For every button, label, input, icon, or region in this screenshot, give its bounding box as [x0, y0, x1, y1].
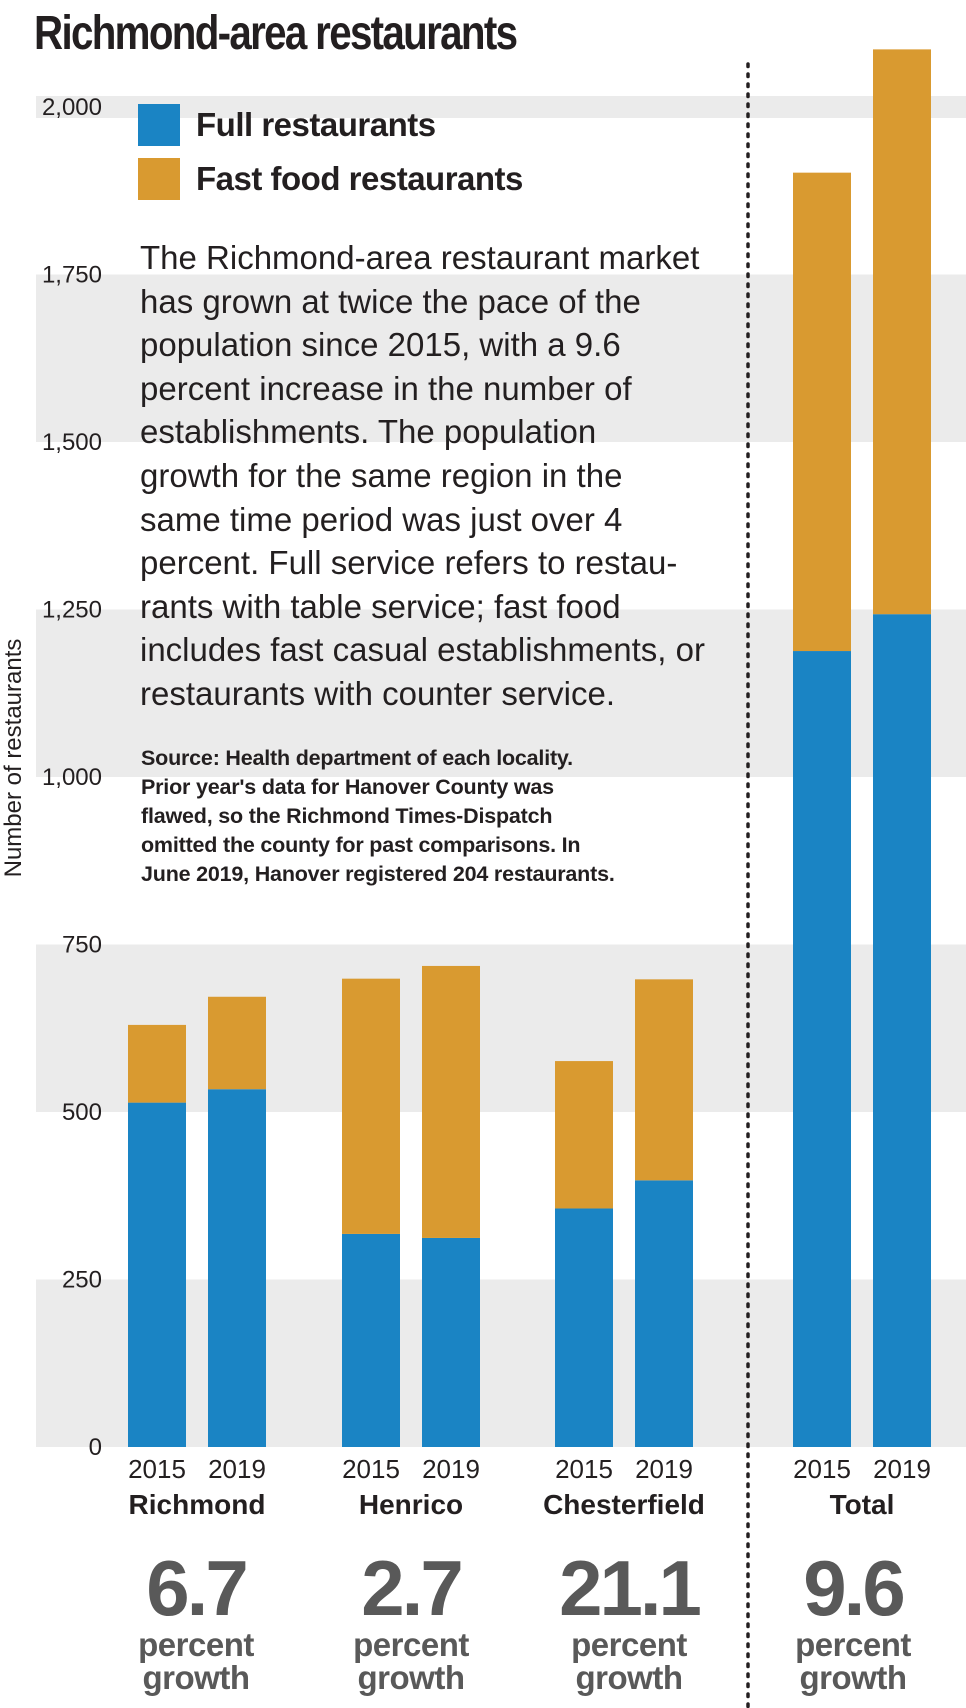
y-tick-label: 1,250	[42, 597, 102, 624]
bar-fast-richmond-2019	[208, 996, 266, 1090]
y-tick-label: 500	[62, 1099, 102, 1126]
legend-label-full: Full restaurants	[196, 106, 436, 143]
legend-swatch-fast	[138, 158, 180, 200]
bar-fast-chesterfield-2015	[555, 1061, 613, 1209]
chart-title: Richmond-area restaurants	[34, 7, 518, 60]
source-line: June 2019, Hanover registered 204 restau…	[141, 862, 615, 886]
x-tick-label: 2019	[635, 1454, 693, 1484]
y-tick-label: 1,750	[42, 262, 102, 289]
bar-full-total-2015	[793, 651, 851, 1447]
description-line: establishments. The population	[140, 413, 597, 451]
source-line: omitted the county for past comparisons.…	[141, 833, 581, 857]
bar-fast-richmond-2015	[128, 1024, 186, 1103]
legend-label-fast: Fast food restaurants	[196, 160, 523, 197]
legend-swatch-full	[138, 104, 180, 146]
legend-item-fast: Fast food restaurants	[138, 157, 523, 201]
description-line: restaurants with counter service.	[140, 674, 616, 712]
x-tick-label: 2015	[342, 1454, 400, 1484]
description-line: growth for the same region in the	[140, 456, 623, 494]
growth-richmond: 6.7 percent growth	[121, 1548, 271, 1694]
description-line: The Richmond-area restaurant market	[140, 239, 700, 276]
growth-label: percent	[571, 1626, 687, 1663]
x-tick-label: 2015	[555, 1454, 613, 1484]
y-axis-ticks: 0 250 500 750 1,000 1,250 1,500 1,750 2,000	[42, 94, 102, 1461]
y-tick-label: 0	[89, 1434, 102, 1461]
description-text: The Richmond-area restaurant market has …	[140, 236, 740, 716]
growth-label: percent	[353, 1626, 469, 1663]
growth-label: growth	[142, 1659, 250, 1696]
y-axis-label: Number of restaurants	[0, 638, 27, 878]
source-line: Prior year's data for Hanover County was	[141, 775, 554, 799]
bar-full-henrico-2019	[422, 1237, 480, 1447]
growth-label: percent	[138, 1626, 254, 1663]
x-tick-label: 2015	[128, 1454, 186, 1484]
description-line: rants with table service; fast food	[140, 587, 621, 625]
y-tick-label: 1,000	[42, 764, 102, 791]
bars	[128, 49, 931, 1447]
y-tick-label: 750	[62, 932, 102, 959]
y-tick-label: 250	[62, 1267, 102, 1294]
y-tick-label: 2,000	[42, 94, 102, 121]
description-line: percent increase in the number of	[140, 369, 632, 407]
x-tick-label: 2019	[873, 1454, 931, 1484]
bar-fast-henrico-2019	[422, 965, 480, 1238]
group-label-chesterfield: Chesterfield	[543, 1489, 705, 1520]
source-line: Source: Health department of each locali…	[141, 746, 573, 770]
growth-label: growth	[575, 1659, 683, 1696]
bar-full-richmond-2015	[128, 1102, 186, 1447]
legend-item-full: Full restaurants	[138, 103, 436, 147]
source-note: Source: Health department of each locali…	[141, 744, 615, 889]
growth-value: 6.7	[146, 1544, 248, 1632]
growth-total: 9.6 percent growth	[778, 1548, 928, 1694]
growth-value: 2.7	[361, 1544, 463, 1632]
bar-fast-total-2015	[793, 172, 851, 652]
growth-label: growth	[799, 1659, 907, 1696]
growth-label: percent	[795, 1626, 911, 1663]
bar-full-total-2019	[873, 614, 931, 1447]
growth-value: 21.1	[559, 1544, 702, 1632]
source-line: flawed, so the Richmond Times-Dispatch	[141, 804, 553, 828]
bar-fast-chesterfield-2019	[635, 979, 693, 1181]
description-line: same time period was just over 4	[140, 500, 623, 538]
y-tick-label: 1,500	[42, 429, 102, 456]
bar-full-chesterfield-2015	[555, 1208, 613, 1447]
growth-chesterfield: 21.1 percent growth	[554, 1548, 704, 1694]
growth-henrico: 2.7 percent growth	[336, 1548, 486, 1694]
x-axis-ticks: 2015 2019 Richmond 2015 2019 Henrico 2015 2019 C…	[128, 1454, 931, 1520]
group-label-total: Total	[830, 1489, 895, 1520]
x-tick-label: 2019	[422, 1454, 480, 1484]
description-line: percent. Full service refers to restau-	[140, 544, 678, 582]
x-tick-label: 2015	[793, 1454, 851, 1484]
growth-label: growth	[357, 1659, 465, 1696]
x-tick-label: 2019	[208, 1454, 266, 1484]
group-label-richmond: Richmond	[129, 1489, 266, 1520]
bar-full-chesterfield-2019	[635, 1180, 693, 1447]
grid-band	[36, 96, 966, 118]
bar-fast-henrico-2015	[342, 978, 400, 1234]
group-label-henrico: Henrico	[359, 1489, 463, 1520]
description-line: population since 2015, with a 9.6	[140, 326, 621, 364]
bar-full-richmond-2019	[208, 1089, 266, 1447]
description-line: includes fast casual establishments, or	[140, 631, 705, 669]
growth-value: 9.6	[803, 1544, 905, 1632]
description-line: has grown at twice the pace of the	[140, 282, 641, 320]
bar-full-henrico-2015	[342, 1233, 400, 1447]
bar-fast-total-2019	[873, 49, 931, 615]
